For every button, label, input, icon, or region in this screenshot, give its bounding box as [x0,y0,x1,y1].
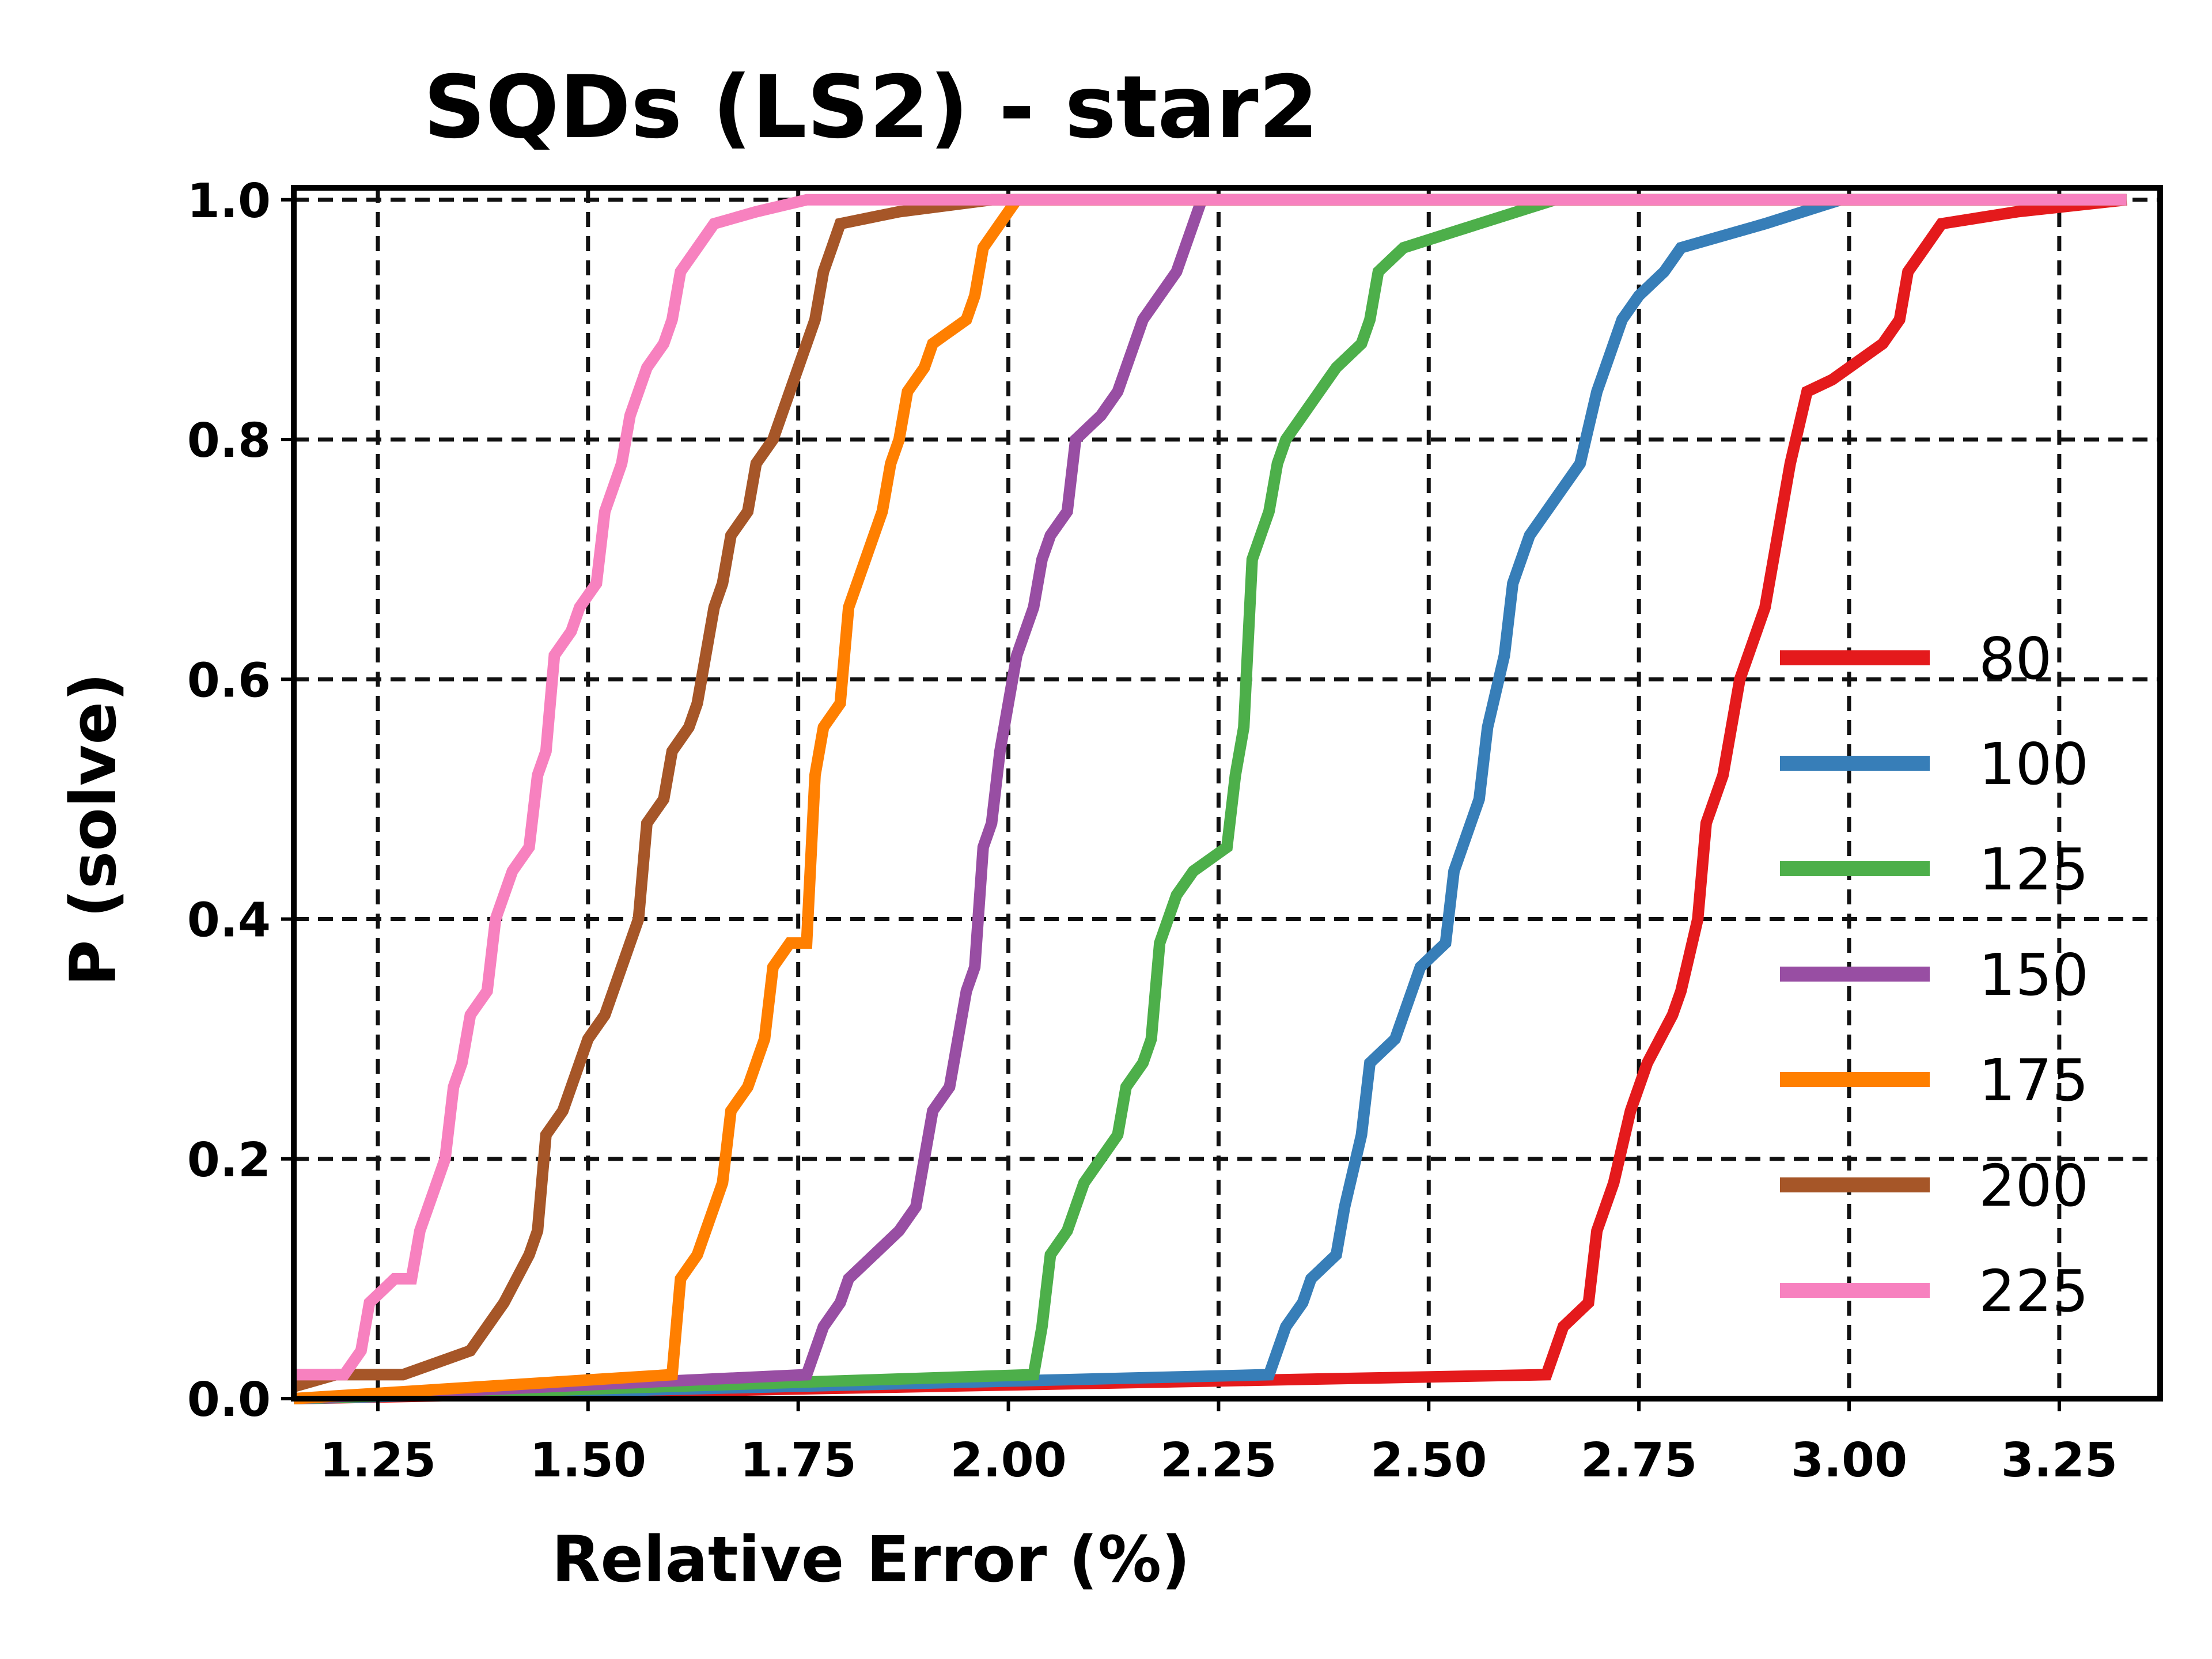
chart-title: SQDs (LS2) - star2 [423,58,1319,158]
legend-label-200: 200 [1979,1152,2089,1219]
series-line-175 [293,194,2127,1404]
series-line-150 [293,194,2127,1404]
legend-label-225: 225 [1979,1257,2089,1325]
x-tick-label: 1.25 [320,1433,436,1488]
y-tick-label: 0.2 [187,1133,271,1188]
x-tick-label: 3.25 [2001,1433,2118,1488]
x-axis-label: Relative Error (%) [552,1522,1191,1596]
x-tick-label: 2.50 [1370,1433,1487,1488]
legend-label-150: 150 [1979,941,2089,1009]
x-tick-label: 3.00 [1791,1433,1907,1488]
x-tick-label: 1.75 [740,1433,857,1488]
y-tick-label: 0.0 [187,1373,271,1427]
y-axis-ticks: 0.0 0.2 0.4 0.6 0.8 1.0 [187,174,294,1427]
series-line-200 [292,194,2127,1392]
x-tick-label: 1.50 [530,1433,646,1488]
x-tick-label: 2.00 [950,1433,1066,1488]
y-tick-label: 0.4 [187,893,271,948]
x-axis-ticks: 1.25 1.50 1.75 2.00 2.25 2.50 2.75 3.00 3.25 [320,1399,2118,1488]
series-line-125 [293,194,2127,1404]
series-line-80 [293,194,2127,1404]
y-axis-label: P (solve) [56,673,130,987]
plot-series [292,194,2127,1404]
y-tick-label: 1.0 [187,174,271,229]
series-line-100 [293,194,2127,1404]
legend-label-125: 125 [1979,836,2089,903]
y-tick-label: 0.6 [187,653,271,708]
x-tick-label: 2.75 [1581,1433,1697,1488]
legend-label-175: 175 [1979,1047,2089,1114]
x-tick-label: 2.25 [1160,1433,1277,1488]
series-line-225 [294,194,2127,1381]
legend-label-100: 100 [1979,730,2089,798]
legend-label-80: 80 [1979,625,2052,692]
plot-frame [291,185,2163,1402]
y-tick-label: 0.8 [187,414,271,468]
legend: 80 100 125 150 175 200 225 [1780,625,2089,1325]
